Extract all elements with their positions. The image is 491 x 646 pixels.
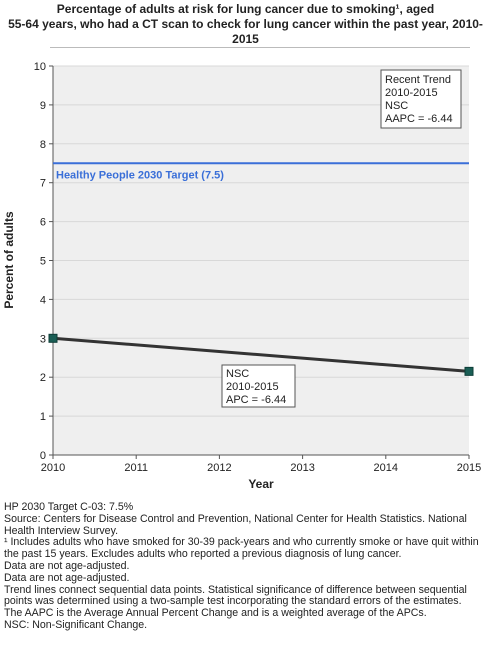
x-tick-labels: 2010 2011 2012 2013 2014 2015 (41, 455, 481, 474)
recent-trend-box: Recent Trend 2010-2015 NSC AAPC = -6.44 (380, 69, 462, 129)
chart-title-line-2: 55-64 years, who had a CT scan to check … (8, 17, 483, 31)
x-tick-label: 2014 (374, 462, 398, 474)
footnote-definition: ¹ Includes adults who have smoked for 30… (4, 536, 479, 561)
x-tick-label: 2010 (41, 462, 65, 474)
y-tick-label: 10 (34, 61, 46, 73)
footnote-source: Source: Centers for Disease Control and … (4, 512, 467, 537)
x-tick-label: 2012 (207, 462, 231, 474)
x-tick-label: 2011 (124, 462, 148, 474)
x-axis-label: Year (248, 477, 274, 491)
footnote-nsc: NSC: Non-Significant Change. (4, 618, 148, 631)
y-tick-label: 2 (40, 372, 46, 384)
series-markers (48, 333, 474, 376)
y-tick-label: 9 (40, 100, 46, 112)
recent-trend-line-2: 2010-2015 (385, 87, 438, 99)
chart-title-line-1: Percentage of adults at risk for lung ca… (56, 2, 435, 16)
segment-line-1: NSC (226, 368, 249, 380)
data-point-marker (48, 333, 58, 343)
footnote-trend-lines: Trend lines connect sequential data poin… (4, 583, 467, 608)
data-point-marker (464, 366, 474, 376)
footnote-target: HP 2030 Target C-03: 7.5% (4, 501, 134, 513)
y-tick-label: 1 (40, 411, 46, 423)
recent-trend-line-4: AAPC = -6.44 (385, 113, 453, 125)
chart-title-line-3: 2015 (232, 32, 259, 46)
line-chart: 0 1 2 3 4 5 6 7 8 9 10 2010 2011 2012 2013 2014 2015 He… (2, 61, 481, 491)
footnote-age-adjust-1: Data are not age-adjusted. (4, 559, 130, 572)
y-tick-label: 4 (40, 294, 46, 306)
y-tick-label: 3 (40, 333, 46, 345)
title-divider (50, 47, 470, 48)
chart-title: Percentage of adults at risk for lung ca… (0, 2, 491, 47)
y-axis-label: Percent of adults (2, 211, 16, 309)
y-tick-label: 5 (40, 256, 46, 268)
y-tick-label: 7 (40, 178, 46, 190)
footnotes: HP 2030 Target C-03: 7.5% Source: Center… (4, 501, 488, 632)
segment-line-2: 2010-2015 (226, 381, 279, 393)
x-tick-label: 2015 (457, 462, 481, 474)
segment-apc-box: NSC 2010-2015 APC = -6.44 (221, 364, 296, 408)
y-tick-labels: 0 1 2 3 4 5 6 7 8 9 10 (34, 61, 46, 462)
recent-trend-line-1: Recent Trend (385, 74, 451, 86)
target-label: Healthy People 2030 Target (7.5) (56, 169, 224, 181)
footnote-aapc: The AAPC is the Average Annual Percent C… (4, 607, 427, 620)
footnote-age-adjust-2: Data are not age-adjusted. (4, 571, 130, 584)
series-segment (52, 336, 470, 373)
x-tick-label: 2013 (290, 462, 314, 474)
y-tick-label: 0 (40, 450, 46, 462)
series-lines (52, 336, 470, 373)
y-tick-label: 8 (40, 139, 46, 151)
y-tick-label: 6 (40, 217, 46, 229)
recent-trend-line-3: NSC (385, 100, 408, 112)
segment-line-3: APC = -6.44 (226, 394, 286, 406)
